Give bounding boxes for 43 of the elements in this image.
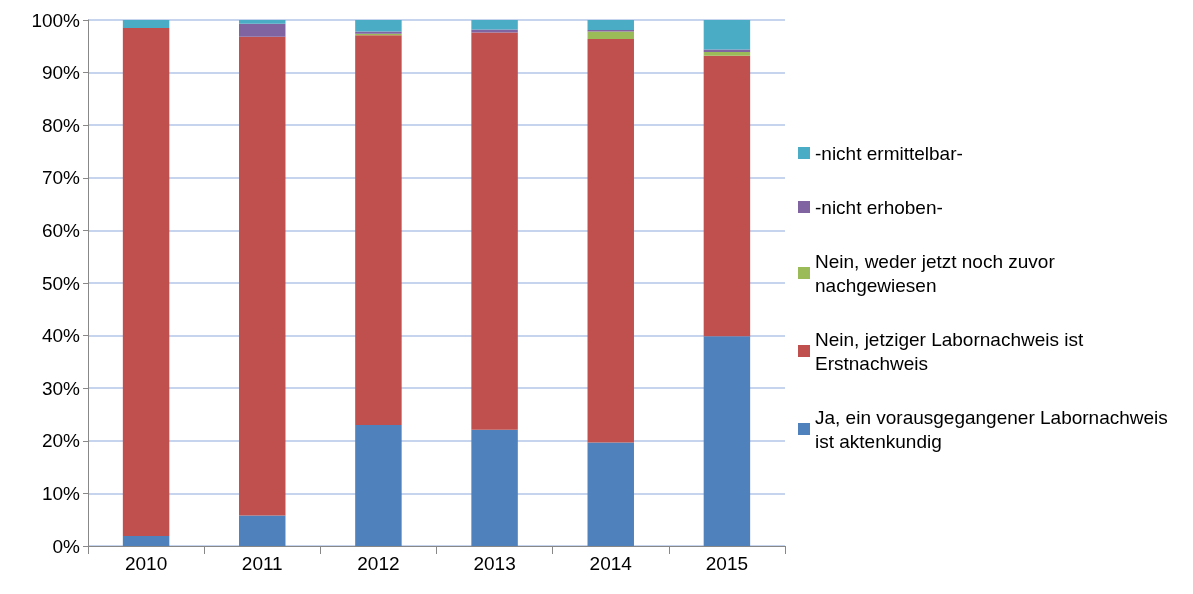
bar [703,336,751,546]
x-tick-label: 2014 [589,553,633,574]
bar [239,515,286,546]
y-tick-label: 10% [41,482,81,504]
y-tick-label: 60% [41,219,81,241]
legend-label: Nein, weder jetzt noch zuvor nachgewiesen [815,250,1061,296]
y-tick-label: 30% [41,377,81,399]
bar [355,425,402,546]
x-tick-label: 2011 [241,553,283,574]
bar [703,55,751,337]
bar [587,31,634,39]
bar [587,442,634,546]
y-tick-label: 40% [41,325,81,347]
y-tick-label: 20% [41,430,81,452]
bar [471,29,518,33]
bar [471,429,518,546]
y-tick-label: 100% [31,9,81,31]
x-tick-label: 2010 [124,553,168,574]
y-tick-label: 90% [41,62,81,84]
bar [122,27,170,537]
bar [471,20,518,30]
y-tick-label: 0% [52,535,81,557]
y-tick-label: 80% [41,114,81,136]
bar [355,20,402,32]
x-tick-label: 2015 [705,553,749,574]
bar [703,20,751,50]
bar [122,536,170,546]
legend-label: -nicht ermittelbar- [815,142,963,164]
legend-label: -nicht erhoben- [815,196,943,218]
y-tick-label: 50% [41,272,81,294]
bar [355,35,402,426]
legend-label: Nein, jetziger Labornachweis ist Erstnachweis [815,328,1089,374]
bar [239,36,286,516]
legend-label: Ja, ein vorausgegangener Labornachweis ist aktenkundig [815,406,1174,452]
bar [122,20,170,28]
y-tick-label: 70% [41,167,81,189]
bar [239,20,286,24]
x-tick-label: 2012 [357,553,400,574]
bar [587,20,634,30]
bar [587,38,634,443]
bar [471,32,518,430]
bar [239,23,286,37]
x-tick-label: 2013 [473,553,516,574]
